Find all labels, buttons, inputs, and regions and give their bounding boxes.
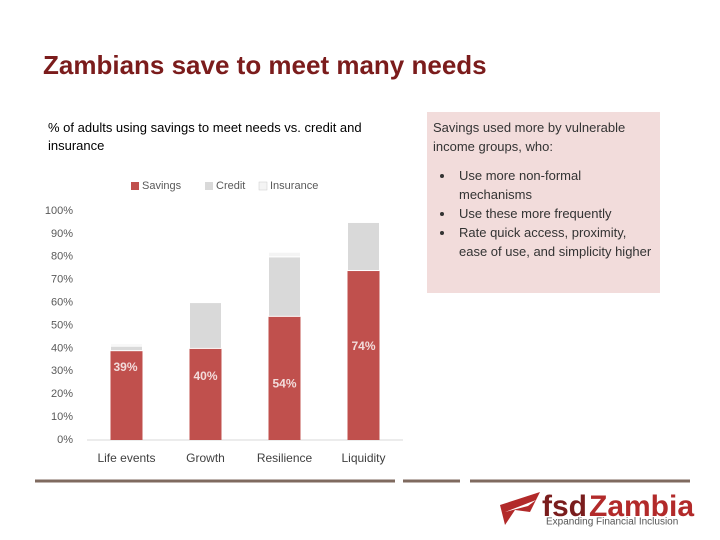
y-tick-label: 70% (51, 274, 73, 286)
logo-tagline: Expanding Financial Inclusion (546, 517, 678, 528)
side-box: Savings used more by vulnerable income g… (427, 112, 660, 293)
y-tick-label: 40% (51, 342, 73, 354)
slide-title: Zambians save to meet many needs (43, 50, 487, 80)
y-tick-label: 80% (51, 251, 73, 263)
value-label: 54% (272, 377, 296, 391)
legend-swatch (258, 181, 268, 191)
y-tick-label: 30% (51, 365, 73, 377)
bar-segment (268, 256, 301, 317)
y-tick-label: 0% (57, 434, 73, 446)
legend-swatch (131, 182, 139, 190)
value-label: 40% (193, 369, 217, 383)
bullet: Use more non-formal mechanisms (455, 166, 654, 204)
y-tick-label: 100% (45, 205, 73, 217)
bar-segment (110, 345, 143, 352)
bar-segment (268, 316, 301, 440)
x-tick-label: Growth (186, 451, 225, 465)
logo-part2: Zambia (589, 490, 694, 523)
bar-segment (110, 350, 143, 440)
bar-segment (347, 221, 380, 272)
x-tick-label: Resilience (257, 451, 313, 465)
x-tick-label: Life events (97, 451, 155, 465)
x-tick-label: Liquidity (341, 451, 385, 465)
legend-label: Savings (142, 180, 182, 192)
legend-swatch (205, 182, 213, 190)
logo-part1: fsd (542, 490, 587, 523)
side-heading: Savings used more by vulnerable income g… (433, 120, 626, 154)
logo-emblem-detail (505, 500, 536, 512)
y-tick-label: 20% (51, 388, 73, 400)
bullet: Use these more frequently (455, 204, 654, 223)
legend-label: Credit (216, 180, 245, 192)
y-tick-label: 60% (51, 297, 73, 309)
chart-title: % of adults using savings to meet needs … (48, 120, 362, 153)
value-label: 74% (351, 339, 375, 353)
bullet: Rate quick access, proximity, ease of us… (455, 223, 654, 261)
y-tick-label: 10% (51, 411, 73, 423)
bar-segment (189, 348, 222, 440)
y-tick-label: 50% (51, 319, 73, 331)
bar-segment (189, 302, 222, 349)
legend-label: Insurance (270, 180, 318, 192)
y-tick-label: 90% (51, 228, 73, 240)
bullet-list: Use more non-formal mechanisms Use these… (433, 166, 654, 261)
bar-segment (110, 343, 143, 347)
bar-segment (268, 251, 301, 258)
value-label: 39% (113, 360, 137, 374)
bar-segment (347, 270, 380, 440)
logo-emblem (500, 492, 540, 525)
